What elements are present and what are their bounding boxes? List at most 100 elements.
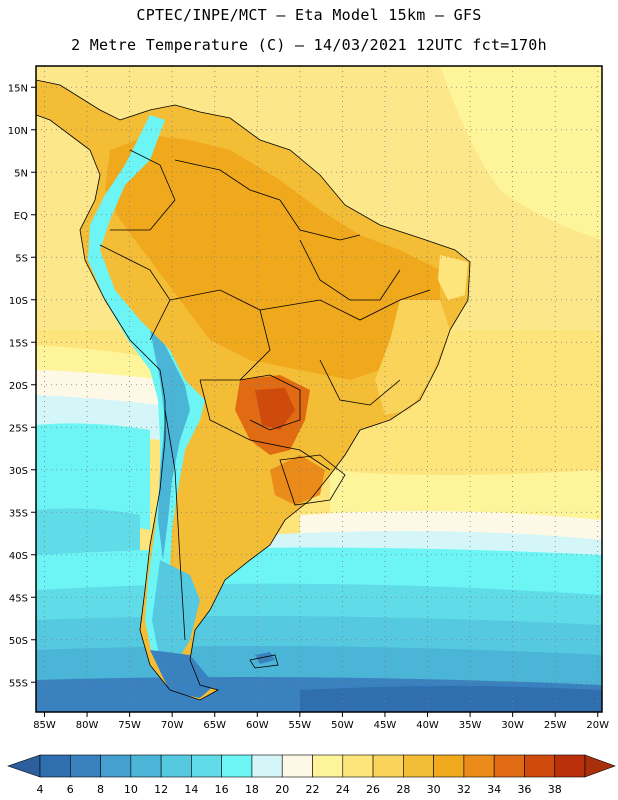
peru-border (99, 244, 171, 341)
lat-tick-label: 15S (9, 338, 28, 349)
lon-tick-label: 35W (459, 720, 482, 731)
colorbar-label: 30 (427, 783, 441, 796)
lat-tick-label: 30S (9, 466, 28, 477)
ocean-warm-patch (440, 66, 602, 240)
venezuela-border (174, 159, 281, 201)
lat-tick-label: 45S (9, 593, 28, 604)
colorbar-label: 22 (306, 783, 320, 796)
argentina-north-border (199, 379, 331, 471)
lat-tick-label: 15N (8, 83, 28, 94)
colorbar-label: 18 (245, 783, 259, 796)
colorbar-label: 4 (37, 783, 44, 796)
lat-tick-label: 25S (9, 423, 28, 434)
lon-tick-label: 60W (246, 720, 269, 731)
colorbar-swatch (463, 754, 495, 778)
coastline (36, 79, 471, 701)
colorbar-label: 20 (275, 783, 289, 796)
northeast-coast-zone (438, 255, 468, 300)
lon-tick-label: 50W (331, 720, 354, 731)
lon-tick-label: 85W (33, 720, 56, 731)
uruguay-hot-zone (270, 455, 325, 505)
colorbar-max-arrow (584, 754, 616, 778)
chaco-hottest-zone (255, 388, 295, 430)
colorbar-swatch (403, 754, 434, 778)
colorbar-min-arrow (7, 754, 41, 778)
colorbar-label: 38 (548, 783, 562, 796)
lon-tick-label: 55W (289, 720, 312, 731)
colorbar-label: 10 (124, 783, 138, 796)
lat-tick-label: 5S (15, 253, 28, 264)
colorbar-swatch (554, 754, 586, 778)
guianas-border (279, 199, 361, 241)
colorbar-label: 32 (457, 783, 471, 796)
axis-labels: 85W 80W 75W 70W 65W 60W 55W 50W 45W 40W 35W 30W 25W 2… (8, 83, 609, 731)
colorbar-label: 12 (154, 783, 168, 796)
colombia-border (110, 149, 176, 231)
colorbar-swatch (160, 754, 192, 778)
lat-tick-label: 20S (9, 381, 28, 392)
colorbar-swatch (433, 754, 465, 778)
ocean-band-14-west (36, 508, 140, 565)
bolivia-border (169, 289, 271, 381)
lon-tick-label: 25W (544, 720, 567, 731)
colorbar-label: 24 (336, 783, 350, 796)
colorbar-swatch (221, 754, 253, 778)
colorbar-swatch (130, 754, 162, 778)
colorbar-label: 36 (517, 783, 531, 796)
map-title-line2: 2 Metre Temperature (C) — 14/03/2021 12U… (71, 36, 547, 54)
colorbar-label: 14 (184, 783, 198, 796)
colorbar-label: 16 (215, 783, 229, 796)
map-frame (35, 65, 603, 713)
brazil-state-borders-a (259, 289, 431, 321)
colorbar-swatch (342, 754, 374, 778)
colorbar: 4 6 8 10 12 14 16 18 20 22 24 26 28 30 32 34 36 38 (7, 754, 616, 796)
colorbar-swatch (312, 754, 344, 778)
lon-tick-label: 40W (416, 720, 439, 731)
colorbar-swatch (493, 754, 525, 778)
lat-tick-label: 50S (9, 636, 28, 647)
lat-tick-label: EQ (14, 211, 28, 222)
lon-tick-label: 65W (203, 720, 226, 731)
colorbar-swatch (281, 754, 313, 778)
falklands (255, 652, 275, 664)
lat-tick-label: 35S (9, 508, 28, 519)
tierra-del-fuego (150, 650, 215, 698)
lon-tick-label: 20W (586, 720, 609, 731)
east-brazil-mild-zone (375, 300, 450, 415)
lon-tick-label: 30W (501, 720, 524, 731)
ocean-band-16 (36, 423, 150, 530)
colorbar-swatch (69, 754, 101, 778)
lat-tick-label: 5N (14, 168, 28, 179)
colorbar-swatch (100, 754, 132, 778)
paraguay-border (239, 374, 301, 431)
colorbar-label: 26 (366, 783, 380, 796)
country-borders (36, 79, 471, 701)
colorbar-swatch (39, 754, 71, 778)
lat-tick-label: 10N (8, 126, 28, 137)
lon-tick-label: 80W (76, 720, 99, 731)
colorbar-swatch (372, 754, 404, 778)
chile-argentina-border (164, 409, 186, 641)
brazil-state-borders-c (319, 359, 401, 406)
andes-colder-core (150, 330, 190, 560)
colorbar-label: 28 (396, 783, 410, 796)
lat-tick-label: 55S (9, 678, 28, 689)
uruguay-border (279, 454, 346, 506)
colorbar-swatch (524, 754, 556, 778)
colorbar-swatch (191, 754, 222, 778)
brazil-state-borders-b (299, 239, 401, 301)
lon-tick-label: 70W (161, 720, 184, 731)
map-field (36, 66, 602, 712)
lon-tick-label: 75W (118, 720, 141, 731)
south-band-5 (300, 686, 602, 712)
colorbar-label: 34 (487, 783, 501, 796)
colorbar-label: 6 (67, 783, 74, 796)
colorbar-swatch (251, 754, 283, 778)
map-title-line1: CPTEC/INPE/MCT — Eta Model 15km — GFS (136, 6, 482, 24)
lat-tick-label: 40S (9, 551, 28, 562)
amazon-hot-zone (105, 135, 440, 380)
lat-tick-label: 10S (9, 296, 28, 307)
falklands-outline (249, 654, 279, 669)
colorbar-label: 8 (97, 783, 104, 796)
